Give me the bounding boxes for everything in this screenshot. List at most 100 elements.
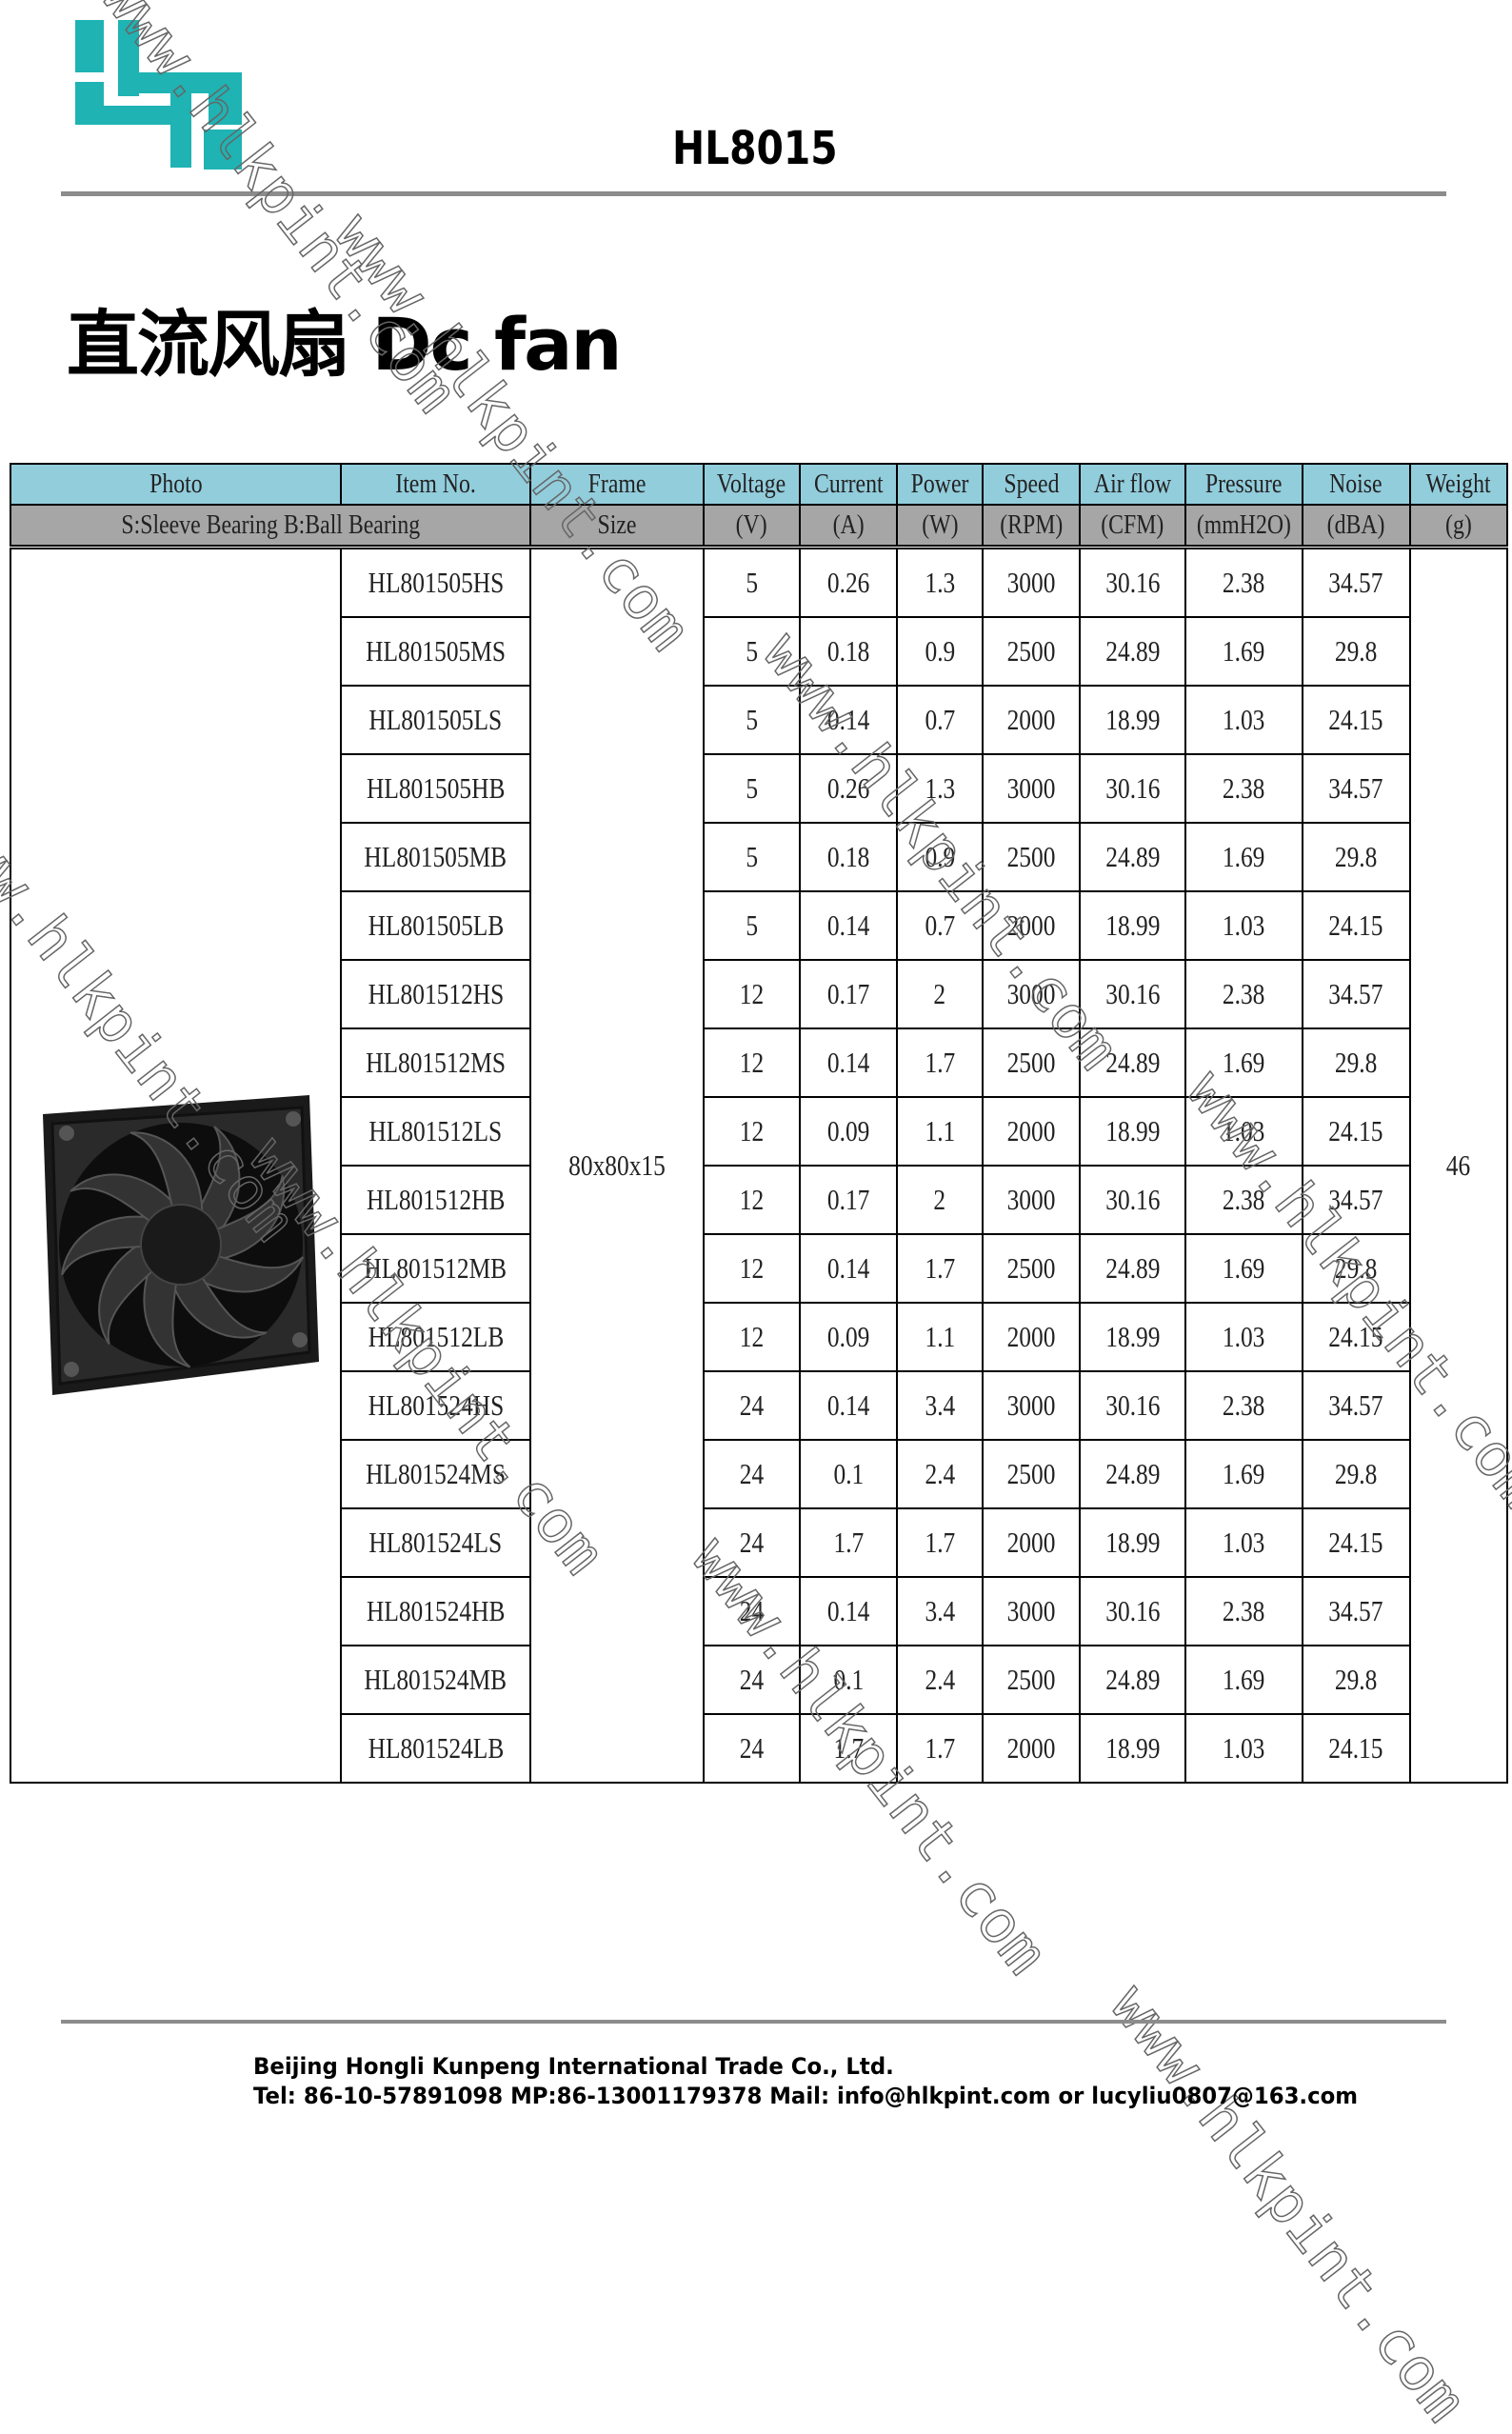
spec-cell: 1.69 xyxy=(1184,1027,1303,1098)
item-number: HL801512LB xyxy=(340,1302,531,1372)
page-title: 直流风扇 Dc fan xyxy=(67,302,623,387)
spec-cell: 3000 xyxy=(982,1370,1081,1441)
spec-cell: 0.14 xyxy=(799,685,898,755)
spec-cell: 34.57 xyxy=(1301,959,1411,1029)
spec-cell: 24 xyxy=(703,1507,801,1578)
spec-cell: 2.38 xyxy=(1184,1576,1303,1646)
spec-cell: 24.89 xyxy=(1079,1439,1186,1509)
spec-cell: 12 xyxy=(703,1302,801,1372)
company-logo xyxy=(75,20,242,170)
spec-cell: 5 xyxy=(703,546,801,618)
column-header: Current xyxy=(799,463,898,506)
fan-photo xyxy=(42,1095,319,1395)
spec-cell: 24 xyxy=(703,1713,801,1784)
spec-cell: 1.03 xyxy=(1184,685,1303,755)
spec-cell: 1.03 xyxy=(1184,1713,1303,1784)
spec-cell: 0.26 xyxy=(799,753,898,824)
table-row: HL801512HS 12 0.17 2 3000 30.16 2.38 34.57 xyxy=(10,959,1507,1029)
spec-cell: 1.03 xyxy=(1184,1096,1303,1167)
spec-cell: 1.1 xyxy=(896,1096,984,1167)
table-row: HL801505LB 5 0.14 0.7 2000 18.99 1.03 24.15 xyxy=(10,890,1507,961)
table-row: HL801524LS 24 1.7 1.7 2000 18.99 1.03 24.15 xyxy=(10,1507,1507,1578)
spec-cell: 30.16 xyxy=(1079,753,1186,824)
spec-cell: 0.18 xyxy=(799,822,898,892)
spec-cell: 12 xyxy=(703,1233,801,1304)
item-number: HL801524MB xyxy=(340,1645,531,1715)
spec-cell: 0.17 xyxy=(799,1165,898,1235)
column-header: Voltage xyxy=(703,463,801,506)
spec-cell: 2 xyxy=(896,959,984,1029)
spec-cell: 2000 xyxy=(982,1713,1081,1784)
header-row-labels: Photo Item No. Frame Voltage Current Power Spe… xyxy=(10,463,1508,506)
header-divider xyxy=(61,191,1446,196)
unit-header: (dBA) xyxy=(1301,504,1411,549)
weight: 46 xyxy=(1408,546,1508,1784)
spec-cell: 2.4 xyxy=(896,1645,984,1715)
table-row: HL801524MB 24 0.1 2.4 2500 24.89 1.69 29.8 xyxy=(10,1645,1507,1715)
item-number: HL801512LS xyxy=(340,1096,531,1167)
table-row: HL801512LB 12 0.09 1.1 2000 18.99 1.03 24.15 xyxy=(10,1302,1507,1372)
spec-cell: 2.38 xyxy=(1184,1370,1303,1441)
spec-cell: 0.1 xyxy=(799,1645,898,1715)
item-number: HL801524HB xyxy=(340,1576,531,1646)
column-header: Pressure xyxy=(1184,463,1303,506)
spec-cell: 1.03 xyxy=(1184,1507,1303,1578)
spec-cell: 2500 xyxy=(982,822,1081,892)
spec-cell: 1.7 xyxy=(896,1233,984,1304)
table-row: HL801505HB 5 0.26 1.3 3000 30.16 2.38 34.57 xyxy=(10,753,1507,824)
item-number: HL801505LS xyxy=(340,685,531,755)
spec-cell: 12 xyxy=(703,1096,801,1167)
spec-cell: 0.14 xyxy=(799,1027,898,1098)
item-number: HL801505MB xyxy=(340,822,531,892)
frame-size: 80x80x15 xyxy=(529,546,705,1784)
spec-cell: 1.69 xyxy=(1184,616,1303,687)
item-number: HL801524HS xyxy=(340,1370,531,1441)
spec-cell: 24.89 xyxy=(1079,822,1186,892)
spec-cell: 24.89 xyxy=(1079,1027,1186,1098)
column-header: Photo xyxy=(10,463,342,506)
spec-cell: 24 xyxy=(703,1645,801,1715)
spec-cell: 5 xyxy=(703,685,801,755)
item-number: HL801524LB xyxy=(340,1713,531,1784)
bearing-note: S:Sleeve Bearing B:Ball Bearing xyxy=(10,504,531,549)
spec-cell: 2000 xyxy=(982,1096,1081,1167)
spec-cell: 34.57 xyxy=(1301,1576,1411,1646)
spec-cell: 30.16 xyxy=(1079,1370,1186,1441)
spec-cell: 2.4 xyxy=(896,1439,984,1509)
table-row: HL801524HB 24 0.14 3.4 3000 30.16 2.38 34.57 xyxy=(10,1576,1507,1646)
unit-header: (W) xyxy=(896,504,984,549)
spec-cell: 0.09 xyxy=(799,1096,898,1167)
spec-cell: 0.14 xyxy=(799,890,898,961)
spec-cell: 2500 xyxy=(982,1233,1081,1304)
spec-cell: 30.16 xyxy=(1079,546,1186,618)
spec-cell: 0.9 xyxy=(896,822,984,892)
spec-cell: 1.69 xyxy=(1184,1439,1303,1509)
spec-cell: 24.15 xyxy=(1301,1507,1411,1578)
unit-header: (g) xyxy=(1408,504,1508,549)
spec-cell: 2 xyxy=(896,1165,984,1235)
column-header: Speed xyxy=(982,463,1081,506)
spec-cell: 30.16 xyxy=(1079,1576,1186,1646)
spec-cell: 34.57 xyxy=(1301,1370,1411,1441)
spec-cell: 0.09 xyxy=(799,1302,898,1372)
spec-cell: 34.57 xyxy=(1301,1165,1411,1235)
footer-contact: Tel: 86-10-57891098 MP:86-13001179378 Ma… xyxy=(253,2083,1359,2109)
spec-cell: 0.7 xyxy=(896,685,984,755)
spec-cell: 30.16 xyxy=(1079,959,1186,1029)
spec-cell: 5 xyxy=(703,822,801,892)
spec-cell: 2.38 xyxy=(1184,546,1303,618)
table-row: HL801524MS 24 0.1 2.4 2500 24.89 1.69 29.8 xyxy=(10,1439,1507,1509)
unit-header: (CFM) xyxy=(1079,504,1186,549)
spec-cell: 2000 xyxy=(982,1507,1081,1578)
spec-cell: 1.69 xyxy=(1184,1233,1303,1304)
spec-cell: 12 xyxy=(703,1027,801,1098)
table-row: HL801512MB 12 0.14 1.7 2500 24.89 1.69 29.8 xyxy=(10,1233,1507,1304)
column-header: Power xyxy=(896,463,984,506)
column-header: Noise xyxy=(1301,463,1411,506)
spec-cell: 0.18 xyxy=(799,616,898,687)
spec-cell: 1.7 xyxy=(896,1507,984,1578)
spec-cell: 5 xyxy=(703,753,801,824)
spec-cell: 24 xyxy=(703,1439,801,1509)
spec-cell: 29.8 xyxy=(1301,1027,1411,1098)
spec-cell: 24.89 xyxy=(1079,1233,1186,1304)
